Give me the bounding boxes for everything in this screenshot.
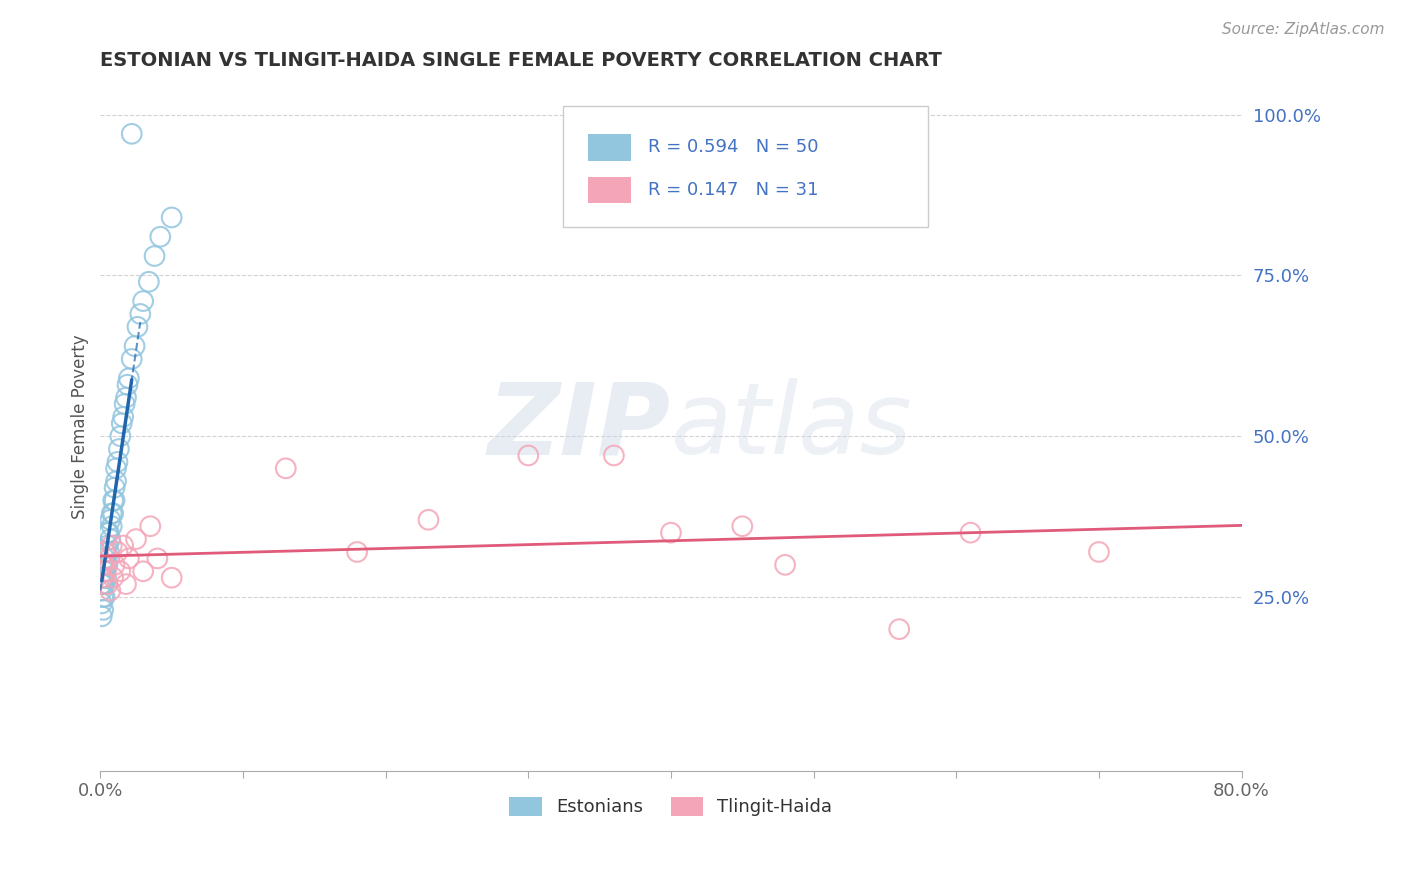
Point xyxy=(346,545,368,559)
Point xyxy=(90,609,112,624)
Point xyxy=(91,558,114,572)
Point xyxy=(91,603,114,617)
Point xyxy=(98,513,121,527)
Point xyxy=(107,545,129,559)
Point xyxy=(889,622,911,636)
Point xyxy=(104,481,127,495)
Text: ZIP: ZIP xyxy=(488,378,671,475)
Point xyxy=(110,429,132,443)
Point xyxy=(125,532,148,546)
Point xyxy=(160,571,183,585)
Point xyxy=(96,525,118,540)
Point xyxy=(127,319,149,334)
Point xyxy=(104,493,127,508)
Point xyxy=(94,564,117,578)
Point xyxy=(100,539,122,553)
Point xyxy=(115,391,138,405)
Point xyxy=(146,551,169,566)
Point xyxy=(418,513,440,527)
Point xyxy=(659,525,682,540)
Point xyxy=(96,577,118,591)
Text: R = 0.594   N = 50: R = 0.594 N = 50 xyxy=(648,138,818,156)
Point xyxy=(103,493,125,508)
Point xyxy=(959,525,981,540)
Point xyxy=(97,551,120,566)
Point xyxy=(94,545,117,559)
Point xyxy=(91,571,114,585)
Point xyxy=(97,545,120,559)
FancyBboxPatch shape xyxy=(562,106,928,227)
Point xyxy=(93,577,115,591)
Point xyxy=(132,564,155,578)
Point xyxy=(97,525,120,540)
Point xyxy=(105,461,128,475)
FancyBboxPatch shape xyxy=(588,135,631,161)
Point xyxy=(115,577,138,591)
Point xyxy=(91,577,114,591)
Point xyxy=(93,564,115,578)
Point xyxy=(103,571,125,585)
Point xyxy=(1088,545,1111,559)
Point xyxy=(149,229,172,244)
Point xyxy=(108,442,131,456)
Point xyxy=(603,449,626,463)
Point xyxy=(96,539,118,553)
Point xyxy=(105,474,128,488)
Point xyxy=(103,507,125,521)
Text: Source: ZipAtlas.com: Source: ZipAtlas.com xyxy=(1222,22,1385,37)
Point xyxy=(118,371,141,385)
Text: ESTONIAN VS TLINGIT-HAIDA SINGLE FEMALE POVERTY CORRELATION CHART: ESTONIAN VS TLINGIT-HAIDA SINGLE FEMALE … xyxy=(100,51,942,70)
Point xyxy=(517,449,540,463)
Point xyxy=(274,461,297,475)
Point xyxy=(139,519,162,533)
Point xyxy=(138,275,160,289)
Point xyxy=(90,571,112,585)
Point xyxy=(91,558,114,572)
Point xyxy=(107,455,129,469)
Point xyxy=(731,519,754,533)
Point xyxy=(100,519,122,533)
Point xyxy=(132,294,155,309)
Point xyxy=(93,545,115,559)
Point xyxy=(112,409,135,424)
Point xyxy=(98,532,121,546)
Point xyxy=(124,339,146,353)
Point xyxy=(143,249,166,263)
Point xyxy=(121,351,143,366)
Text: R = 0.147   N = 31: R = 0.147 N = 31 xyxy=(648,181,818,199)
Point xyxy=(90,583,112,598)
Point xyxy=(93,590,115,604)
Legend: Estonians, Tlingit-Haida: Estonians, Tlingit-Haida xyxy=(502,789,839,823)
Point xyxy=(100,507,122,521)
Point xyxy=(773,558,796,572)
Point xyxy=(114,397,136,411)
Point xyxy=(94,571,117,585)
FancyBboxPatch shape xyxy=(588,178,631,203)
Text: atlas: atlas xyxy=(671,378,912,475)
Point xyxy=(96,558,118,572)
Point xyxy=(121,127,143,141)
Point xyxy=(98,583,121,598)
Point xyxy=(94,558,117,572)
Y-axis label: Single Female Poverty: Single Female Poverty xyxy=(72,334,89,519)
Point xyxy=(90,577,112,591)
Point xyxy=(118,551,141,566)
Point xyxy=(129,307,152,321)
Point xyxy=(104,558,127,572)
Point xyxy=(112,539,135,553)
Point xyxy=(110,564,132,578)
Point xyxy=(93,551,115,566)
Point xyxy=(90,596,112,610)
Point xyxy=(91,590,114,604)
Point xyxy=(117,377,139,392)
Point xyxy=(111,417,134,431)
Point xyxy=(160,211,183,225)
